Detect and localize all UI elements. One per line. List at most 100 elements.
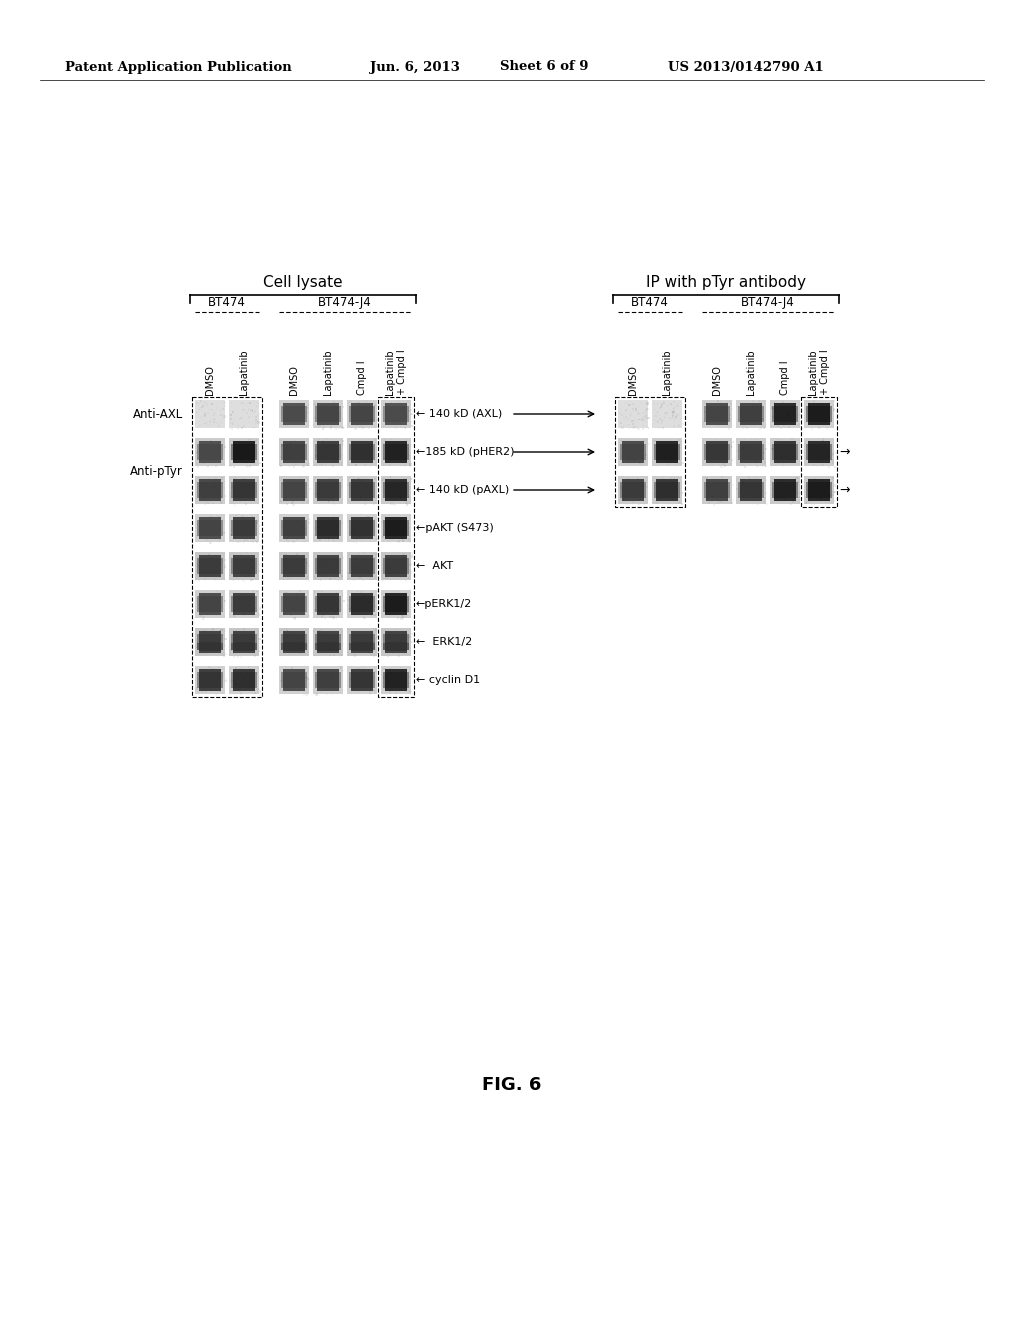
Bar — [196, 450, 198, 453]
Bar — [776, 453, 779, 455]
Bar — [388, 590, 390, 593]
Bar — [656, 449, 659, 451]
Bar — [233, 612, 236, 615]
Bar — [313, 403, 315, 405]
Bar — [374, 404, 376, 407]
Bar — [376, 525, 378, 527]
Bar — [369, 578, 371, 581]
Bar — [195, 438, 225, 466]
Bar — [369, 416, 372, 418]
Bar — [637, 428, 640, 430]
Bar — [625, 409, 628, 411]
Bar — [654, 416, 656, 417]
Bar — [780, 422, 782, 424]
Bar — [383, 672, 410, 689]
Bar — [702, 483, 703, 484]
Bar — [355, 428, 357, 429]
Bar — [240, 455, 242, 458]
Bar — [834, 466, 836, 467]
Bar — [377, 483, 378, 486]
Bar — [383, 535, 385, 536]
Bar — [381, 552, 411, 579]
Bar — [293, 483, 294, 484]
Bar — [209, 561, 211, 562]
Bar — [286, 570, 288, 573]
Bar — [301, 556, 303, 557]
Bar — [306, 561, 308, 564]
Bar — [247, 649, 249, 651]
Bar — [238, 628, 240, 630]
Bar — [667, 492, 668, 494]
Bar — [411, 478, 413, 480]
Bar — [397, 682, 400, 684]
Bar — [250, 482, 252, 484]
Bar — [322, 645, 324, 648]
Bar — [750, 463, 752, 465]
Bar — [408, 682, 410, 684]
Bar — [243, 579, 245, 582]
Bar — [341, 483, 342, 484]
Bar — [234, 403, 236, 404]
Bar — [400, 669, 402, 672]
Bar — [198, 603, 200, 606]
Bar — [206, 614, 208, 615]
Bar — [307, 680, 308, 681]
Bar — [825, 504, 826, 506]
Bar — [232, 631, 255, 653]
Bar — [287, 682, 289, 684]
Bar — [671, 457, 672, 459]
Bar — [400, 496, 401, 498]
Bar — [713, 480, 715, 483]
Bar — [408, 682, 410, 684]
Bar — [201, 523, 203, 524]
Bar — [281, 477, 282, 478]
Bar — [251, 632, 253, 634]
Bar — [341, 523, 343, 525]
Bar — [771, 466, 773, 467]
Bar — [362, 552, 365, 554]
Bar — [283, 554, 305, 577]
Bar — [220, 496, 221, 499]
Bar — [652, 438, 682, 466]
Bar — [248, 672, 250, 675]
Bar — [232, 421, 233, 422]
Bar — [377, 517, 379, 520]
Bar — [718, 482, 720, 483]
Bar — [823, 405, 825, 407]
Bar — [680, 484, 682, 487]
Bar — [682, 462, 684, 465]
Bar — [199, 517, 221, 539]
Bar — [252, 610, 254, 612]
Bar — [387, 635, 389, 638]
Bar — [834, 484, 836, 487]
Bar — [239, 680, 241, 682]
Bar — [211, 556, 213, 557]
Bar — [219, 639, 221, 640]
Bar — [408, 692, 410, 694]
Bar — [197, 482, 223, 499]
Bar — [355, 577, 356, 578]
Bar — [323, 630, 325, 631]
Bar — [369, 554, 371, 557]
Bar — [372, 521, 373, 523]
Bar — [324, 491, 326, 494]
Bar — [760, 405, 762, 408]
Bar — [215, 576, 217, 577]
Bar — [321, 455, 323, 457]
Bar — [314, 576, 315, 578]
Bar — [351, 554, 374, 577]
Bar — [219, 409, 221, 411]
Bar — [314, 422, 315, 424]
Bar — [741, 455, 743, 458]
Bar — [245, 672, 247, 673]
Bar — [394, 422, 396, 424]
Bar — [825, 428, 827, 429]
Bar — [292, 500, 294, 503]
Bar — [652, 400, 682, 428]
Bar — [382, 444, 384, 445]
Bar — [210, 516, 212, 519]
Bar — [673, 425, 675, 428]
Text: Cmpd I: Cmpd I — [780, 360, 790, 395]
Bar — [791, 486, 794, 488]
Bar — [243, 628, 245, 630]
